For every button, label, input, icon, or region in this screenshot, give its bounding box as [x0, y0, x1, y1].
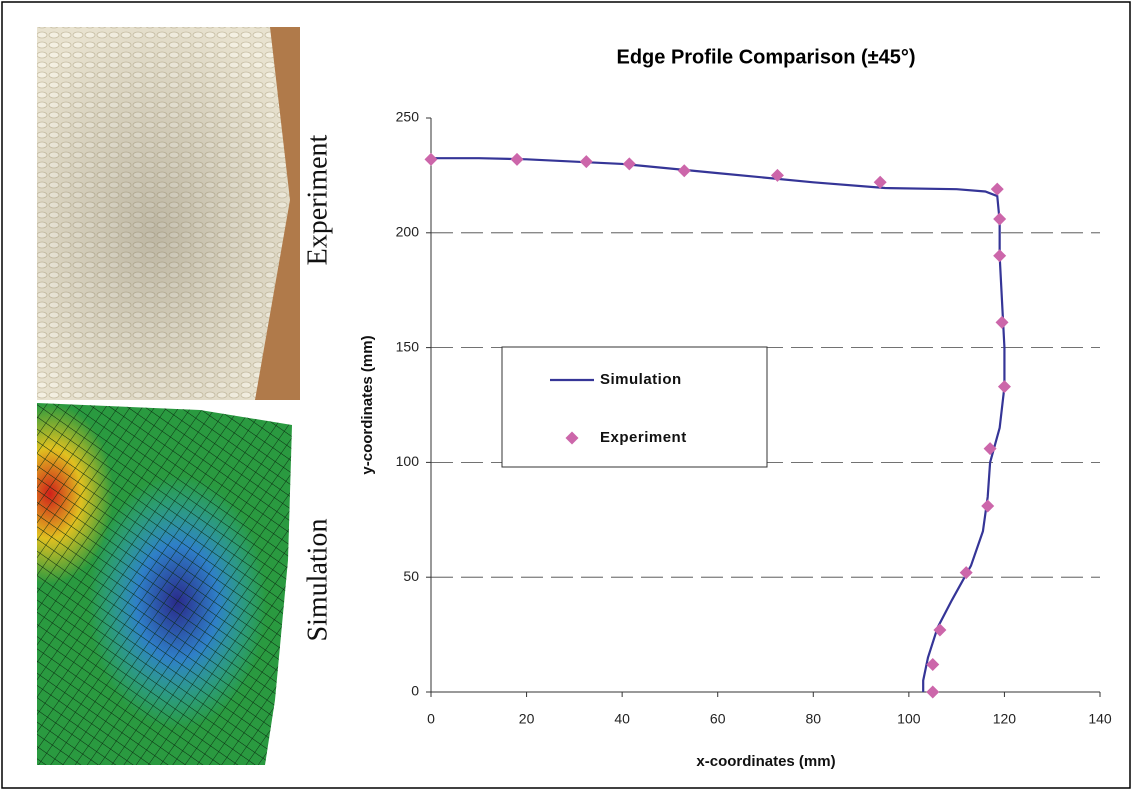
legend: Simulation Experiment: [502, 347, 767, 467]
x-tick-label: 0: [427, 711, 435, 727]
x-axis-title: x-coordinates (mm): [696, 753, 835, 770]
x-tick-label: 140: [1088, 711, 1112, 727]
y-tick-label: 100: [396, 453, 420, 469]
simulation-mesh: [37, 403, 292, 765]
y-tick-label: 200: [396, 224, 420, 240]
legend-label: Simulation: [600, 371, 682, 388]
x-tick-label: 40: [614, 711, 630, 727]
chart-title: Edge Profile Comparison (±45°): [616, 46, 915, 68]
y-axis-title: y-coordinates (mm): [359, 335, 376, 474]
x-tick-label: 100: [897, 711, 921, 727]
x-tick-label: 80: [805, 711, 821, 727]
y-tick-label: 250: [396, 109, 420, 125]
legend-label: Experiment: [600, 429, 687, 446]
image-label: Experiment: [302, 134, 333, 265]
figure: Experiment Simulation Edge Profile Compa…: [0, 0, 1132, 790]
x-tick-label: 60: [710, 711, 726, 727]
x-tick-label: 120: [993, 711, 1017, 727]
y-tick-label: 150: [396, 338, 420, 354]
y-tick-label: 50: [403, 568, 419, 584]
legend-box: [502, 347, 767, 467]
y-tick-label: 0: [411, 683, 419, 699]
image-label: Simulation: [302, 519, 333, 642]
x-tick-label: 20: [519, 711, 535, 727]
experiment-photo: [37, 27, 300, 400]
